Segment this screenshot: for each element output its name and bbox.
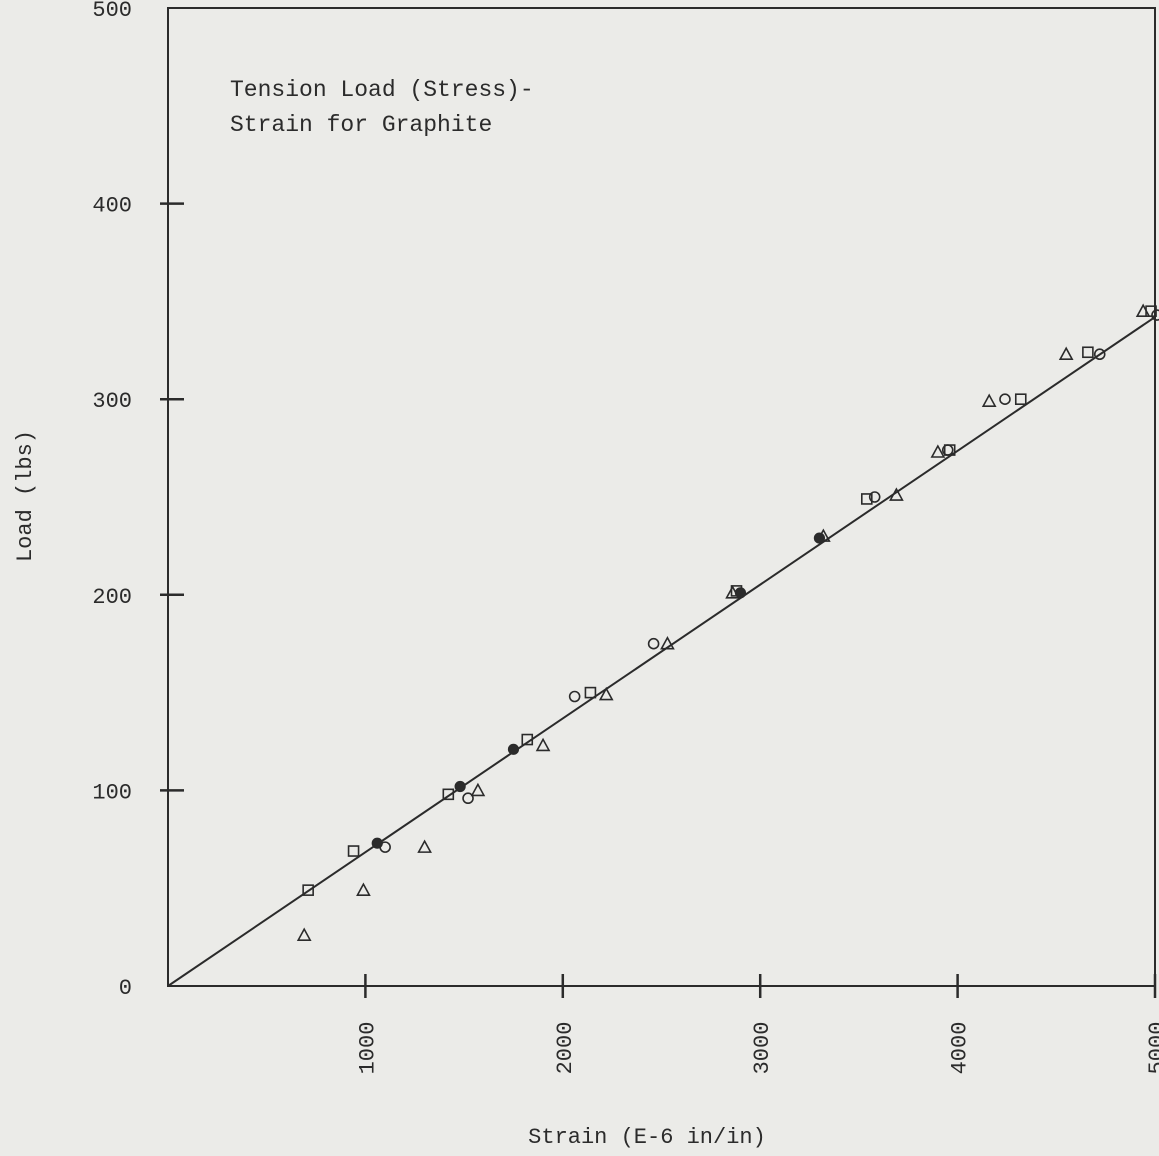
- x-tick-label: 4000: [948, 1022, 973, 1075]
- circle-point: [568, 690, 581, 703]
- filled-circle-point: [371, 837, 383, 849]
- square-point: [521, 733, 534, 746]
- y-axis-label: Load (lbs): [13, 430, 38, 562]
- square-point: [442, 788, 455, 801]
- chart-subtitle: Strain for Graphite: [230, 112, 492, 138]
- axis-ticks: 1000 2000 3000 4000 5000 0 100 200 300 400 500: [92, 0, 1159, 1074]
- triangle-point: [470, 782, 486, 797]
- filled-circle-point: [813, 532, 826, 544]
- filled-circle-point: [734, 587, 747, 599]
- circle-point: [1151, 309, 1159, 321]
- plot-border: [167, 7, 1156, 987]
- triangle-point: [296, 927, 312, 941]
- square-point: [943, 444, 956, 456]
- x-axis-label: Strain (E-6 in/in): [528, 1125, 766, 1150]
- triangle-point: [930, 444, 946, 458]
- filled-circle-point: [507, 743, 520, 755]
- circle-point: [999, 393, 1011, 406]
- triangle-point: [660, 636, 675, 650]
- chart-title: Tension Load (Stress)-: [230, 77, 534, 103]
- data-points: [296, 303, 1159, 941]
- triangle-point: [1058, 346, 1074, 361]
- square-point: [1145, 305, 1157, 317]
- square-point: [1014, 393, 1027, 406]
- y-tick-label: 400: [92, 194, 132, 219]
- filled-circle-point: [454, 780, 466, 793]
- triangle-point: [417, 839, 432, 853]
- x-tick-label: 3000: [750, 1022, 775, 1075]
- triangle-point: [535, 737, 551, 752]
- x-tick-label: 5000: [1145, 1022, 1159, 1075]
- fit-line: [167, 316, 1156, 987]
- square-point: [302, 884, 314, 896]
- circle-point: [647, 637, 660, 650]
- circle-point: [868, 491, 881, 503]
- y-tick-label: 200: [92, 585, 132, 610]
- y-tick-label: 500: [92, 0, 132, 23]
- triangle-point: [981, 393, 997, 407]
- y-tick-label: 100: [92, 780, 132, 805]
- triangle-point: [889, 487, 904, 501]
- triangle-point: [356, 882, 371, 896]
- fit-line-group: [167, 316, 1156, 987]
- circle-point: [462, 792, 474, 805]
- y-tick-label: 300: [92, 389, 132, 414]
- square-point: [860, 493, 873, 505]
- square-point: [347, 845, 360, 857]
- circle-point: [1093, 348, 1106, 361]
- square-point: [584, 686, 597, 699]
- plot-frame: [167, 7, 1156, 987]
- x-tick-label: 2000: [553, 1022, 578, 1075]
- square-point: [1082, 346, 1094, 359]
- y-tick-label: 0: [119, 976, 132, 1001]
- x-tick-label: 1000: [355, 1022, 380, 1075]
- triangle-point: [598, 686, 614, 701]
